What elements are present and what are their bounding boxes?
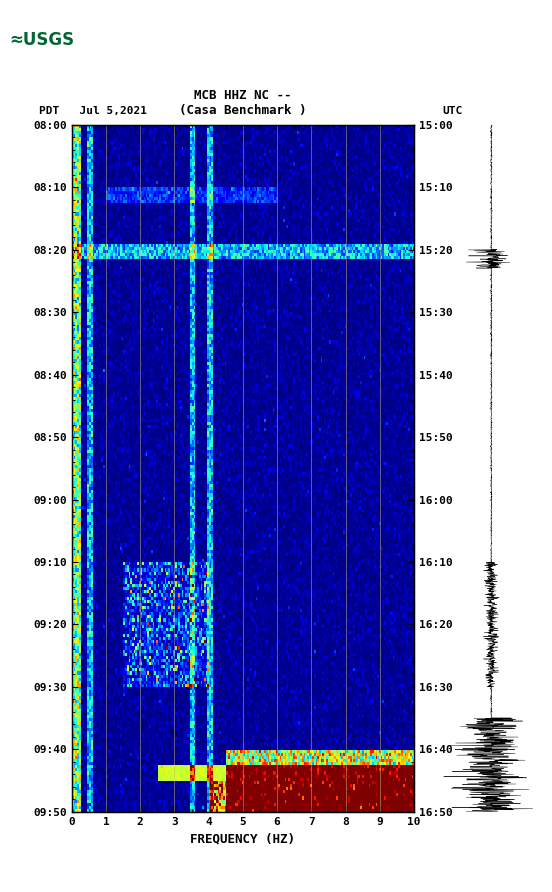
Text: MCB HHZ NC --: MCB HHZ NC -- [194, 89, 291, 102]
Text: (Casa Benchmark ): (Casa Benchmark ) [179, 104, 306, 117]
X-axis label: FREQUENCY (HZ): FREQUENCY (HZ) [190, 832, 295, 845]
Text: PDT   Jul 5,2021: PDT Jul 5,2021 [39, 105, 147, 116]
Text: UTC: UTC [443, 105, 463, 116]
Text: ≈USGS: ≈USGS [9, 31, 74, 49]
